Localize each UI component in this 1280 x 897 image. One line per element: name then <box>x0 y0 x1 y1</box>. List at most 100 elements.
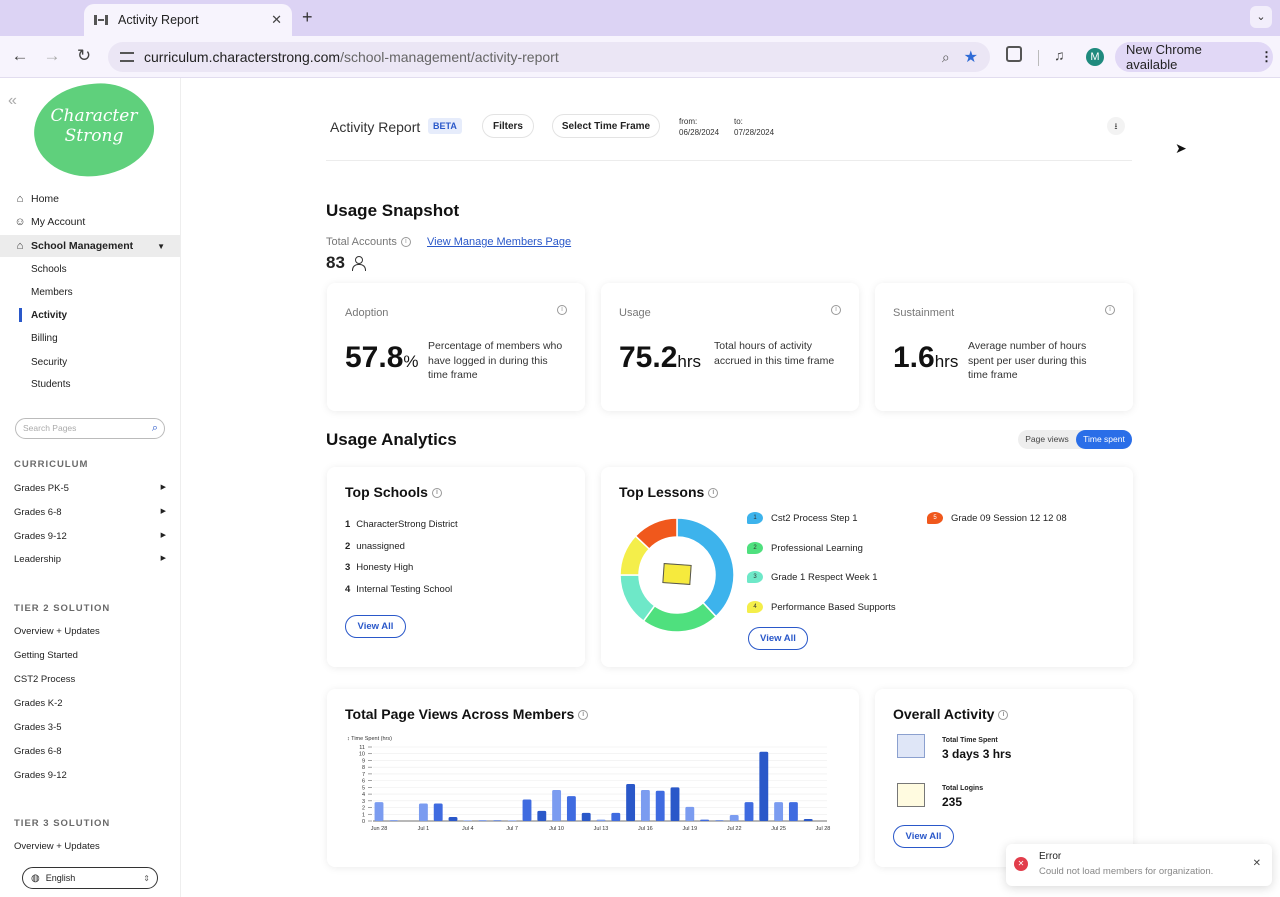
site-settings-icon[interactable] <box>120 52 134 62</box>
select-time-frame-button[interactable]: Select Time Frame <box>552 114 660 138</box>
extensions-icon[interactable] <box>1006 46 1022 62</box>
bar <box>552 790 562 821</box>
y-tick-label: 11 <box>359 745 365 751</box>
y-tick-label: 5 <box>362 785 365 791</box>
search-pages-input[interactable]: Search Pages ⌕ <box>15 418 165 439</box>
curriculum-item[interactable]: Grades PK-5 ▶ <box>14 483 166 494</box>
info-icon[interactable]: i <box>557 305 567 315</box>
info-icon[interactable]: i <box>578 710 589 721</box>
media-controls-icon[interactable]: ♫ <box>1054 47 1065 63</box>
from-date[interactable]: from: 06/28/2024 <box>679 117 720 137</box>
bar <box>685 806 695 821</box>
info-icon[interactable]: i <box>708 488 719 499</box>
y-tick-label: 2 <box>362 806 365 812</box>
school-row: 1 CharacterStrong District <box>345 519 458 530</box>
nav-school-management-label: School Management <box>31 240 134 252</box>
usage-snapshot-title: Usage Snapshot <box>326 201 460 220</box>
top-schools-card: Top Schools i 1 CharacterStrong District 2… <box>327 467 585 667</box>
mouse-cursor-icon: ➤ <box>1175 140 1187 156</box>
toggle-time-spent[interactable]: Time spent <box>1076 430 1132 449</box>
bar <box>389 820 399 821</box>
subnav-security[interactable]: Security <box>31 357 68 368</box>
view-all-schools-button[interactable]: View All <box>345 615 406 638</box>
tab-search-chevron-icon[interactable]: ⌄ <box>1250 6 1272 28</box>
bar <box>581 812 591 821</box>
subnav-schools[interactable]: Schools <box>31 264 67 275</box>
globe-icon: ◍ <box>31 872 40 884</box>
new-chrome-available-button[interactable]: New Chrome available ⋮ <box>1115 42 1273 72</box>
info-icon[interactable]: i <box>831 305 841 315</box>
nav-my-account-label: My Account <box>31 216 86 228</box>
info-icon[interactable]: i <box>998 710 1009 721</box>
error-icon: ✕ <box>1014 857 1028 871</box>
subnav-activity[interactable]: Activity <box>31 310 68 321</box>
curriculum-item[interactable]: Grades 6-8 ▶ <box>14 507 166 518</box>
tier2-item[interactable]: Grades 9-12 <box>14 770 67 781</box>
close-tab-icon[interactable]: ✕ <box>271 12 282 27</box>
total-logins-label: Total Logins <box>942 785 984 792</box>
address-bar[interactable]: curriculum.characterstrong.com/school-ma… <box>108 42 990 72</box>
tier2-item[interactable]: Grades 6-8 <box>14 746 62 757</box>
more-menu-icon[interactable]: ⋮ <box>1260 49 1273 64</box>
toggle-page-views[interactable]: Page views <box>1025 434 1069 444</box>
update-label: New Chrome available <box>1126 42 1202 72</box>
bar <box>507 820 517 821</box>
reload-button[interactable]: ↻ <box>76 46 92 65</box>
nav-my-account[interactable]: ☺ My Account <box>0 214 180 230</box>
info-icon[interactable]: i <box>1105 305 1115 315</box>
tier2-item[interactable]: Grades K-2 <box>14 698 63 709</box>
logo-text: Character Strong <box>50 106 138 146</box>
subnav-students[interactable]: Students <box>31 379 71 390</box>
tier2-item[interactable]: Getting Started <box>14 650 78 661</box>
subnav-billing[interactable]: Billing <box>31 333 58 344</box>
curriculum-item[interactable]: Leadership ▶ <box>14 554 166 565</box>
new-tab-button[interactable]: + <box>302 7 313 27</box>
to-date[interactable]: to: 07/28/2024 <box>734 117 775 137</box>
time-spent-icon <box>897 734 925 758</box>
x-tick-label: Jun 28 <box>371 826 388 832</box>
bookmark-star-icon[interactable]: ★ <box>963 49 978 66</box>
donut-slice[interactable] <box>634 517 678 551</box>
download-icon[interactable]: ⭳ <box>1107 117 1125 135</box>
tier2-item[interactable]: Overview + Updates <box>14 626 100 637</box>
subnav-members[interactable]: Members <box>31 287 73 298</box>
tier3-item[interactable]: Overview + Updates <box>14 841 100 852</box>
search-icon[interactable]: ⌕ <box>151 422 158 434</box>
back-button[interactable]: ← <box>11 46 29 65</box>
y-axis-label: ↕ Time Spent (hrs) <box>347 736 392 742</box>
sidebar: « Character Strong ⌂ Home ☺ My Account ⌂… <box>0 78 181 897</box>
bar <box>433 803 443 821</box>
card-title: Adoption <box>345 307 389 319</box>
toast-message: Could not load members for organization. <box>1039 866 1214 877</box>
nav-home[interactable]: ⌂ Home <box>0 191 180 207</box>
lesson-board-icon <box>662 563 692 585</box>
curriculum-item[interactable]: Grades 9-12 ▶ <box>14 531 166 542</box>
view-all-lessons-button[interactable]: View All <box>748 627 808 650</box>
collapse-sidebar-icon[interactable]: « <box>8 92 17 109</box>
y-tick-label: 9 <box>362 758 365 764</box>
profile-avatar[interactable]: M <box>1086 48 1104 66</box>
filters-button[interactable]: Filters <box>482 114 534 138</box>
x-tick-label: Jul 22 <box>727 826 742 832</box>
view-all-activity-button[interactable]: View All <box>893 825 954 848</box>
close-toast-icon[interactable]: ✕ <box>1252 858 1261 869</box>
view-manage-members-link[interactable]: View Manage Members Page <box>427 236 572 248</box>
tier2-item[interactable]: CST2 Process <box>14 674 76 685</box>
forward-button[interactable]: → <box>43 46 61 65</box>
nav-school-management[interactable]: ⌂ School Management ▼ <box>0 235 180 257</box>
card-title: Usage <box>619 307 651 319</box>
x-tick-label: Jul 10 <box>549 826 564 832</box>
school-row: 4 Internal Testing School <box>345 584 453 595</box>
tier2-heading: TIER 2 SOLUTION <box>14 603 111 614</box>
tier2-item[interactable]: Grades 3-5 <box>14 722 62 733</box>
bar <box>492 820 502 821</box>
caret-right-icon: ▶ <box>160 508 166 515</box>
bar <box>640 790 650 821</box>
info-icon[interactable]: i <box>400 237 411 248</box>
x-tick-label: Jul 13 <box>594 826 609 832</box>
info-icon[interactable]: i <box>431 488 442 499</box>
zoom-icon[interactable]: ⌕ <box>941 48 950 65</box>
bar <box>611 812 621 821</box>
browser-tab[interactable]: Activity Report ✕ <box>84 4 292 36</box>
language-select[interactable]: ◍ English ⇕ <box>22 867 158 889</box>
